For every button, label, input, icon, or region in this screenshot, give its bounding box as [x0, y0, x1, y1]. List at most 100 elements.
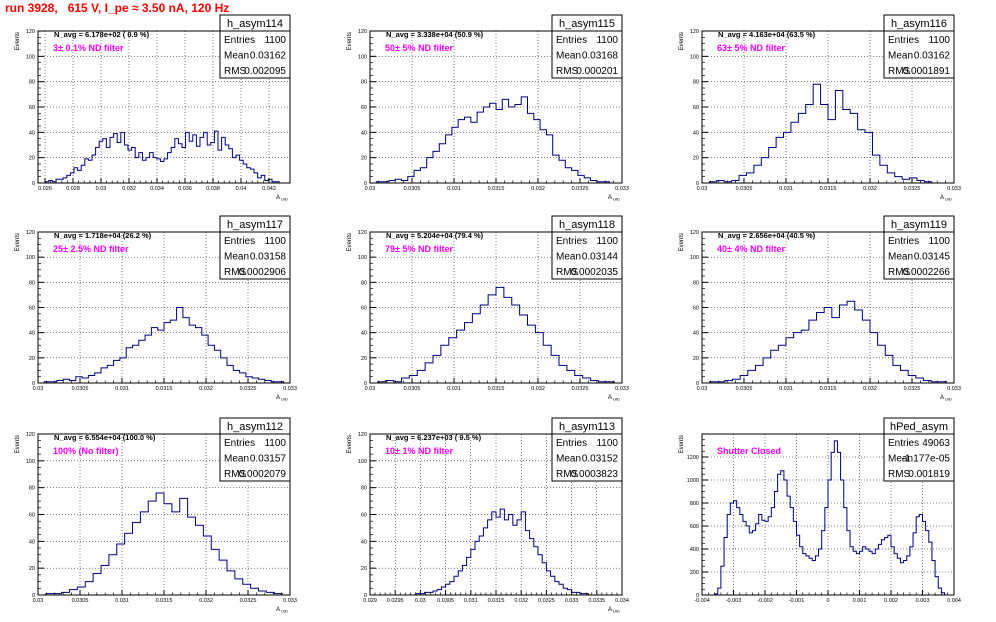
x-axis-label-subscript: UID	[613, 397, 620, 402]
stats-label: RMS	[224, 267, 247, 278]
x-tick-label: 0.033	[615, 386, 629, 392]
y-tick-label: 100	[26, 54, 35, 60]
x-tick-label: 0.0325	[240, 386, 257, 392]
navg-annotation: N_avg = 5.204e+04 (79.4 %)	[386, 231, 484, 240]
y-axis-label: Events	[347, 32, 353, 50]
stats-value: 1100	[596, 438, 618, 449]
stats-box-frame	[551, 14, 623, 79]
x-tick-label: 0.032	[122, 186, 136, 192]
stats-value: 0.0002035	[571, 267, 619, 278]
stats-label: Entries	[556, 35, 587, 46]
filter-note: 50± 5% ND filter	[385, 43, 453, 53]
stats-label: Mean	[224, 252, 249, 263]
x-tick-label: 0.032	[531, 186, 545, 192]
stats-value: 0.0001891	[903, 66, 951, 77]
y-tick-label: 40	[29, 331, 35, 337]
stats-value: 0.0003823	[571, 469, 619, 480]
x-tick-label: 0.0305	[72, 386, 89, 392]
navg-annotation: N_avg = 3.338e+04 (50.9 %)	[386, 30, 484, 39]
x-tick-label: 0.032	[199, 598, 213, 604]
y-tick-label: 100	[358, 255, 367, 261]
y-tick-label: 120	[690, 29, 699, 35]
y-axis-label: Events	[679, 233, 685, 251]
stats-box: h_asym114 Entries 1100 Mean 0.03162RMS0.0020…	[219, 14, 291, 79]
stats-label: Mean	[556, 454, 581, 465]
x-tick-label: 0.0325	[572, 386, 589, 392]
x-axis-label-subscript: UID	[281, 609, 288, 614]
x-tick-label: 0.031	[115, 386, 129, 392]
histogram-name: hPed_asym	[890, 421, 948, 433]
stats-label: RMS	[888, 267, 911, 278]
x-tick-label: 0.031	[779, 386, 793, 392]
filter-note: 25± 2.5% ND filter	[53, 244, 129, 254]
y-tick-label: 0	[32, 381, 35, 387]
y-tick-label: 20	[29, 566, 35, 572]
x-tick-label: 0.032	[863, 386, 877, 392]
y-tick-label: 40	[361, 539, 367, 545]
x-tick-label: 0.033	[283, 598, 297, 604]
x-tick-label: 0.03	[33, 386, 44, 392]
y-tick-label: 80	[361, 486, 367, 492]
navg-annotation: N_avg = 6.237e+03 ( 9.5 %)	[386, 433, 482, 442]
stats-label: Entries	[888, 236, 919, 247]
histogram-series	[702, 440, 954, 596]
x-tick-label: 0.033	[947, 386, 961, 392]
y-tick-label: 80	[29, 80, 35, 86]
x-axis-label-subscript: UID	[613, 197, 620, 202]
x-axis-label: A	[276, 607, 280, 613]
y-tick-label: 600	[690, 524, 699, 530]
navg-annotation: N_avg = 2.656e+04 (40.5 %)	[718, 231, 816, 240]
x-tick-label: 0.002	[884, 598, 898, 604]
y-tick-label: 80	[693, 280, 699, 286]
x-tick-label: 0.03	[96, 186, 107, 192]
y-tick-label: 0	[364, 181, 367, 187]
y-tick-label: 20	[361, 356, 367, 362]
x-tick-label: -0.001	[789, 598, 805, 604]
x-tick-label: 0.03	[365, 386, 376, 392]
stats-box: h_asym117 Entries 1100 Mean 0.03158RMS0.0002…	[219, 215, 291, 280]
stats-box-frame	[219, 215, 291, 280]
stats-value: 0.001819	[908, 469, 950, 480]
y-tick-label: 0	[32, 593, 35, 599]
stats-value: 1100	[596, 35, 618, 46]
x-tick-label: 0.003	[916, 598, 930, 604]
x-tick-label: 0.033	[283, 386, 297, 392]
y-axis-label: Events	[347, 435, 353, 453]
x-tick-label: 0.03	[415, 598, 426, 604]
x-axis-label: A	[940, 195, 944, 201]
x-tick-label: 0.028	[66, 186, 80, 192]
y-tick-label: 20	[361, 156, 367, 162]
run-title: run 3928, 615 V, I_pe ≈ 3.50 nA, 120 Hz	[5, 1, 230, 15]
y-tick-label: 800	[690, 501, 699, 507]
histogram-series	[38, 307, 290, 384]
stats-label: RMS	[556, 66, 579, 77]
x-tick-label: 0.032	[514, 598, 528, 604]
histogram-name: h_asym114	[227, 18, 283, 30]
x-tick-label: 0.001	[853, 598, 867, 604]
histogram-panel: 0.03 0.0305 0.031 0.0315 0.032 0.0325 0.033 0 20…	[347, 215, 629, 402]
histogram-name: h_asym113	[559, 421, 615, 433]
x-axis-label: A	[276, 195, 280, 201]
y-tick-label: 100	[26, 459, 35, 465]
stats-value: 1100	[596, 236, 618, 247]
filter-note: 100% (No filter)	[53, 446, 119, 456]
y-tick-label: 0	[364, 381, 367, 387]
x-axis-label-subscript: UID	[945, 397, 952, 402]
y-axis-label: Events	[15, 233, 21, 251]
x-tick-label: 0.0305	[404, 186, 421, 192]
y-tick-label: 120	[26, 230, 35, 236]
x-tick-label: -0.003	[726, 598, 742, 604]
stats-box: h_asym113 Entries 1100 Mean 0.03152RMS0.0003…	[551, 417, 623, 482]
stats-value: 1100	[264, 438, 286, 449]
stats-box: hPed_asym Entries 49063 Mean-1.177e-05 RMS0.…	[883, 417, 955, 482]
y-axis-label: Events	[15, 32, 21, 50]
x-axis-label-subscript: UID	[613, 609, 620, 614]
navg-annotation: N_avg = 1.718e+04 (26.2 %)	[54, 231, 152, 240]
histogram-name: h_asym119	[891, 219, 947, 231]
x-tick-label: 0.031	[447, 186, 461, 192]
y-tick-label: 1000	[687, 478, 699, 484]
y-axis-label: Events	[15, 435, 21, 453]
x-tick-label: 0.031	[779, 186, 793, 192]
x-tick-label: 0.031	[464, 598, 478, 604]
x-tick-label: 0.0325	[572, 186, 589, 192]
